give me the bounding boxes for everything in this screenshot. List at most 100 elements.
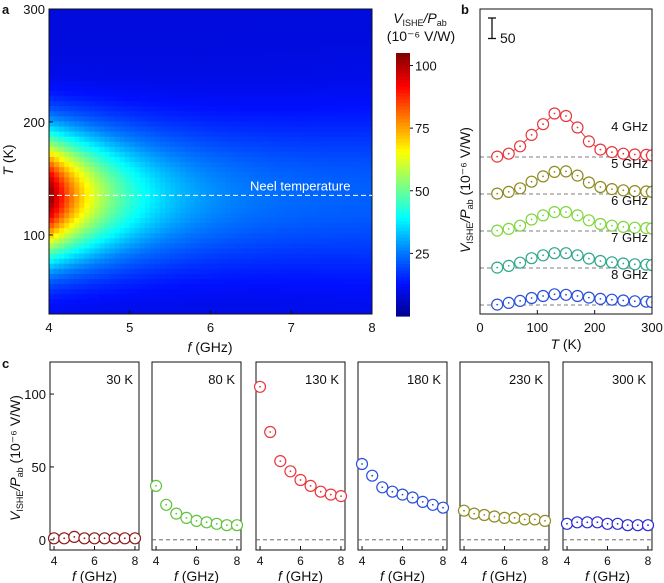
heatmap-cell bbox=[190, 24, 196, 30]
heatmap-cell bbox=[195, 181, 202, 188]
heatmap-cell bbox=[260, 75, 267, 81]
heatmap-cell bbox=[240, 161, 247, 168]
heatmap-cell bbox=[109, 253, 116, 259]
heatmap-cell bbox=[59, 212, 65, 219]
heatmap-cell bbox=[366, 217, 372, 224]
heatmap-cell bbox=[260, 237, 267, 244]
heatmap-cell bbox=[114, 105, 121, 112]
heatmap-cell bbox=[255, 75, 262, 81]
heatmap-cell bbox=[336, 293, 343, 300]
heatmap-cell bbox=[54, 263, 60, 269]
heatmap-cell bbox=[89, 115, 96, 122]
heatmap-cell bbox=[361, 232, 368, 239]
heatmap-cell bbox=[79, 54, 85, 61]
heatmap-cell bbox=[230, 192, 237, 198]
heatmap-cell bbox=[74, 70, 80, 76]
heatmap-cell bbox=[114, 136, 121, 142]
heatmap-cell bbox=[119, 263, 126, 269]
frequency-x-tick-label: 6 bbox=[604, 554, 611, 568]
heatmap-cell bbox=[59, 298, 65, 305]
heatmap-cell bbox=[331, 151, 338, 158]
heatmap-cell bbox=[109, 44, 116, 51]
heatmap-cell bbox=[326, 298, 333, 305]
heatmap-cell bbox=[240, 29, 247, 36]
heatmap-cell bbox=[54, 100, 60, 107]
heatmap-cell bbox=[200, 80, 207, 86]
heatmap-cell bbox=[114, 131, 121, 137]
heatmap-cell bbox=[124, 90, 131, 97]
heatmap-cell bbox=[291, 100, 297, 107]
heatmap-cell bbox=[195, 9, 202, 15]
heatmap-cell bbox=[200, 105, 207, 112]
frequency-xlabel-var: f bbox=[278, 568, 284, 583]
heatmap-cell bbox=[170, 171, 176, 178]
heatmap-cell bbox=[230, 14, 237, 20]
heatmap-cell bbox=[200, 146, 207, 152]
heatmap-cell bbox=[129, 186, 136, 193]
heatmap-cell bbox=[160, 197, 166, 203]
heatmap-cell bbox=[64, 273, 70, 280]
heatmap-cell bbox=[119, 253, 126, 259]
colorbar-segment bbox=[396, 105, 410, 110]
heatmap-cell bbox=[366, 263, 372, 269]
heatmap-cell bbox=[114, 181, 121, 188]
heatmap-cell bbox=[281, 136, 287, 142]
heatmap-cell bbox=[180, 141, 186, 147]
heatmap-cell bbox=[271, 125, 277, 132]
heatmap-cell bbox=[89, 95, 96, 102]
series-point-dot bbox=[588, 219, 590, 222]
heatmap-cell bbox=[336, 232, 343, 239]
heatmap-cell bbox=[175, 298, 181, 305]
heatmap-cell bbox=[49, 29, 55, 36]
heatmap-cell bbox=[149, 166, 156, 173]
heatmap-cell bbox=[250, 308, 257, 314]
heatmap-cell bbox=[124, 283, 131, 290]
heatmap-cell bbox=[316, 64, 323, 71]
heatmap-cell bbox=[351, 186, 358, 193]
heatmap-cell bbox=[175, 136, 181, 142]
heatmap-cell bbox=[361, 288, 368, 295]
heatmap-cell bbox=[124, 308, 131, 314]
heatmap-cell bbox=[69, 131, 75, 137]
heatmap-cell bbox=[139, 268, 146, 274]
heatmap-cell bbox=[301, 237, 307, 244]
heatmap-cell bbox=[245, 100, 252, 107]
heatmap-cell bbox=[49, 268, 55, 274]
heatmap-cell bbox=[366, 75, 372, 81]
heatmap-cell bbox=[94, 141, 101, 147]
heatmap-cell bbox=[160, 237, 166, 244]
colorbar-tick-label: 75 bbox=[415, 121, 429, 136]
heatmap-cell bbox=[301, 141, 307, 147]
heatmap-cell bbox=[64, 95, 70, 102]
heatmap-cell bbox=[114, 192, 121, 198]
heatmap-cell bbox=[175, 308, 181, 314]
heatmap-cell bbox=[165, 293, 171, 300]
heatmap-cell bbox=[266, 298, 272, 305]
heatmap-cell bbox=[59, 278, 65, 285]
heatmap-cell bbox=[69, 212, 75, 219]
heatmap-cell bbox=[104, 283, 111, 290]
heatmap-cell bbox=[190, 181, 196, 188]
heatmap-cell bbox=[104, 120, 111, 127]
heatmap-cell bbox=[250, 181, 257, 188]
heatmap-cell bbox=[94, 222, 101, 229]
heatmap-cell bbox=[160, 192, 166, 198]
heatmap-cell bbox=[225, 232, 232, 239]
heatmap-cell bbox=[200, 44, 207, 51]
heatmap-cell bbox=[54, 9, 60, 15]
heatmap-cell bbox=[331, 34, 338, 41]
heatmap-cell bbox=[356, 110, 363, 117]
heatmap-cell bbox=[64, 54, 70, 61]
heatmap-cell bbox=[200, 19, 207, 25]
heatmap-cell bbox=[306, 34, 313, 41]
heatmap-cell bbox=[301, 29, 307, 36]
heatmap-cell bbox=[215, 212, 222, 219]
heatmap-cell bbox=[94, 293, 101, 300]
heatmap-cell bbox=[366, 151, 372, 158]
heatmap-cell bbox=[129, 141, 136, 147]
heatmap-cell bbox=[286, 151, 292, 158]
heatmap-cell bbox=[54, 90, 60, 97]
heatmap-cell bbox=[341, 192, 348, 198]
heatmap-cell bbox=[286, 146, 292, 152]
colorbar-segment bbox=[396, 273, 410, 278]
